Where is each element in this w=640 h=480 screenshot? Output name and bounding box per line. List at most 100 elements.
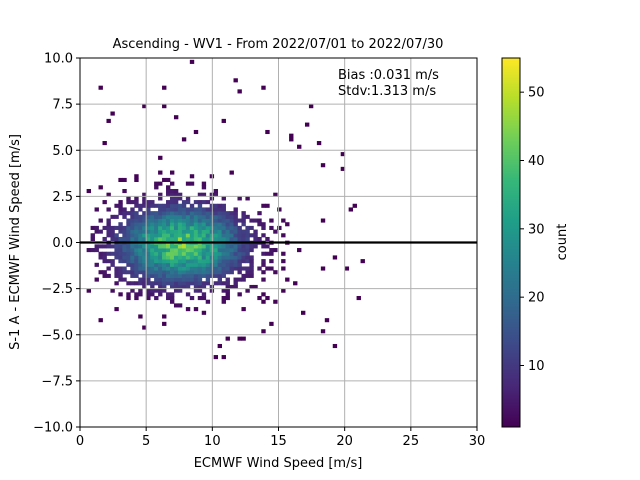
heatmap-bin <box>181 225 187 230</box>
heatmap-bin <box>158 211 163 216</box>
heatmap-bin <box>138 288 143 293</box>
heatmap-bin <box>130 255 135 260</box>
heatmap-bin <box>134 233 139 238</box>
heatmap-bin <box>265 236 270 242</box>
heatmap-bin <box>225 248 230 253</box>
heatmap-bin <box>102 251 107 256</box>
heatmap-bin <box>150 259 155 264</box>
heatmap-bin <box>146 214 151 219</box>
heatmap-bin <box>122 233 127 238</box>
heatmap-bin <box>281 259 286 264</box>
heatmap-bin <box>181 222 187 227</box>
heatmap-bin <box>134 229 139 234</box>
heatmap-bin <box>177 288 183 293</box>
heatmap-bin <box>134 222 139 227</box>
heatmap-bin <box>181 137 187 142</box>
heatmap-bin <box>185 251 191 256</box>
heatmap-bin <box>158 255 163 260</box>
heatmap-bin <box>225 266 230 271</box>
heatmap-bin <box>142 203 147 208</box>
heatmap-bin <box>205 299 211 304</box>
heatmap-bin <box>237 262 242 267</box>
heatmap-bin <box>301 310 306 315</box>
heatmap-bin <box>177 259 183 264</box>
heatmap-bin <box>146 203 151 208</box>
heatmap-bin <box>114 236 119 242</box>
heatmap-bin <box>261 244 266 249</box>
heatmap-bin <box>217 214 222 219</box>
heatmap-bin <box>146 262 151 267</box>
heatmap-bin <box>225 284 230 290</box>
heatmap-bin <box>201 248 207 253</box>
y-axis-label: S-1 A - ECMWF Wind Speed [m/s] <box>8 134 23 350</box>
heatmap-bin <box>352 203 357 208</box>
heatmap-bin <box>253 233 258 238</box>
heatmap-bin <box>130 259 135 264</box>
heatmap-bin <box>150 251 155 256</box>
heatmap-bin <box>269 266 274 271</box>
heatmap-bin <box>249 259 254 264</box>
heatmap-bin <box>229 248 234 253</box>
heatmap-bin <box>102 236 107 242</box>
heatmap-bin <box>245 236 250 242</box>
heatmap-bin <box>229 251 234 256</box>
heatmap-bin <box>360 259 365 264</box>
heatmap-bin <box>233 225 238 230</box>
heatmap-bin <box>181 259 187 264</box>
heatmap-bin <box>185 307 191 312</box>
heatmap-bin <box>229 222 234 227</box>
heatmap-bin <box>134 273 139 278</box>
heatmap-bin <box>217 233 222 238</box>
heatmap-bin <box>166 225 171 230</box>
heatmap-bin <box>241 336 246 341</box>
heatmap-bin <box>181 284 187 290</box>
heatmap-bin <box>138 229 143 234</box>
heatmap-bin <box>146 296 151 301</box>
heatmap-bin <box>269 248 274 253</box>
heatmap-bin <box>106 192 111 197</box>
heatmap-bin <box>130 273 135 278</box>
heatmap-bin <box>154 266 159 271</box>
heatmap-bin <box>221 259 226 264</box>
heatmap-bin <box>150 236 155 242</box>
heatmap-bin <box>332 343 338 349</box>
heatmap-bin <box>233 78 238 83</box>
heatmap-bin <box>185 248 191 253</box>
heatmap-bin <box>106 222 111 227</box>
bias-annotation: Bias :0.031 m/s <box>338 68 439 83</box>
heatmap-bin <box>185 277 191 282</box>
heatmap-bin <box>169 211 175 216</box>
heatmap-bin <box>169 188 175 194</box>
heatmap-bin <box>90 225 95 230</box>
heatmap-bin <box>146 222 151 227</box>
heatmap-bin <box>162 233 167 238</box>
heatmap-bin <box>205 266 211 271</box>
heatmap-bin <box>162 229 167 234</box>
heatmap-bin <box>181 277 187 282</box>
heatmap-bin <box>221 203 226 208</box>
heatmap-bin <box>320 163 326 168</box>
heatmap-bin <box>126 236 131 242</box>
heatmap-bin <box>197 222 203 227</box>
heatmap-bin <box>118 266 123 271</box>
heatmap-bin <box>201 214 207 219</box>
heatmap-bin <box>122 244 127 249</box>
heatmap-bin <box>154 214 159 219</box>
heatmap-bin <box>221 196 226 201</box>
heatmap-bin <box>162 244 167 249</box>
heatmap-bin <box>162 321 167 326</box>
heatmap-bin <box>162 218 167 223</box>
heatmap-bin <box>177 248 183 253</box>
heatmap-bin <box>257 236 262 242</box>
heatmap-bin <box>189 174 195 179</box>
heatmap-bin <box>138 207 143 212</box>
heatmap-bin <box>201 200 207 205</box>
heatmap-bin <box>122 266 127 271</box>
heatmap-bin <box>245 233 250 238</box>
heatmap-bin <box>185 207 191 212</box>
heatmap-bin <box>181 248 187 253</box>
heatmap-bin <box>229 255 234 260</box>
heatmap-bin <box>169 196 175 201</box>
heatmap-bin <box>221 244 226 249</box>
heatmap-bin <box>94 277 99 282</box>
